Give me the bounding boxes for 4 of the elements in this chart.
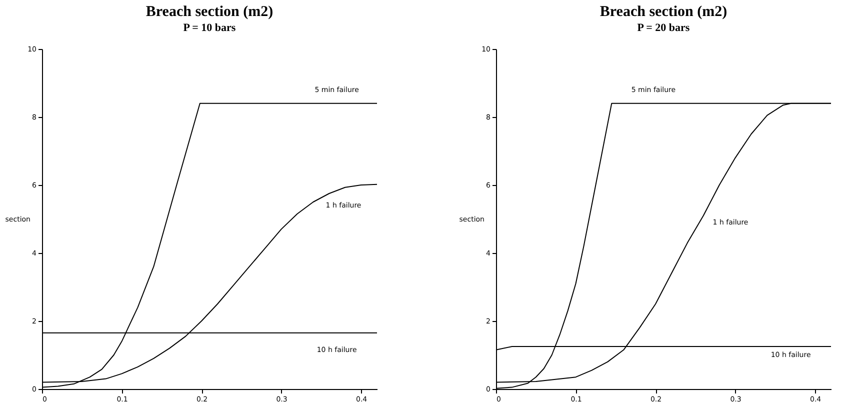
chart-title: Breach section (m2) [600, 4, 728, 20]
chart-subtitle: P = 20 bars [637, 22, 690, 34]
chart-title: Breach section (m2) [146, 4, 274, 20]
chart-subtitle: P = 10 bars [183, 22, 236, 34]
